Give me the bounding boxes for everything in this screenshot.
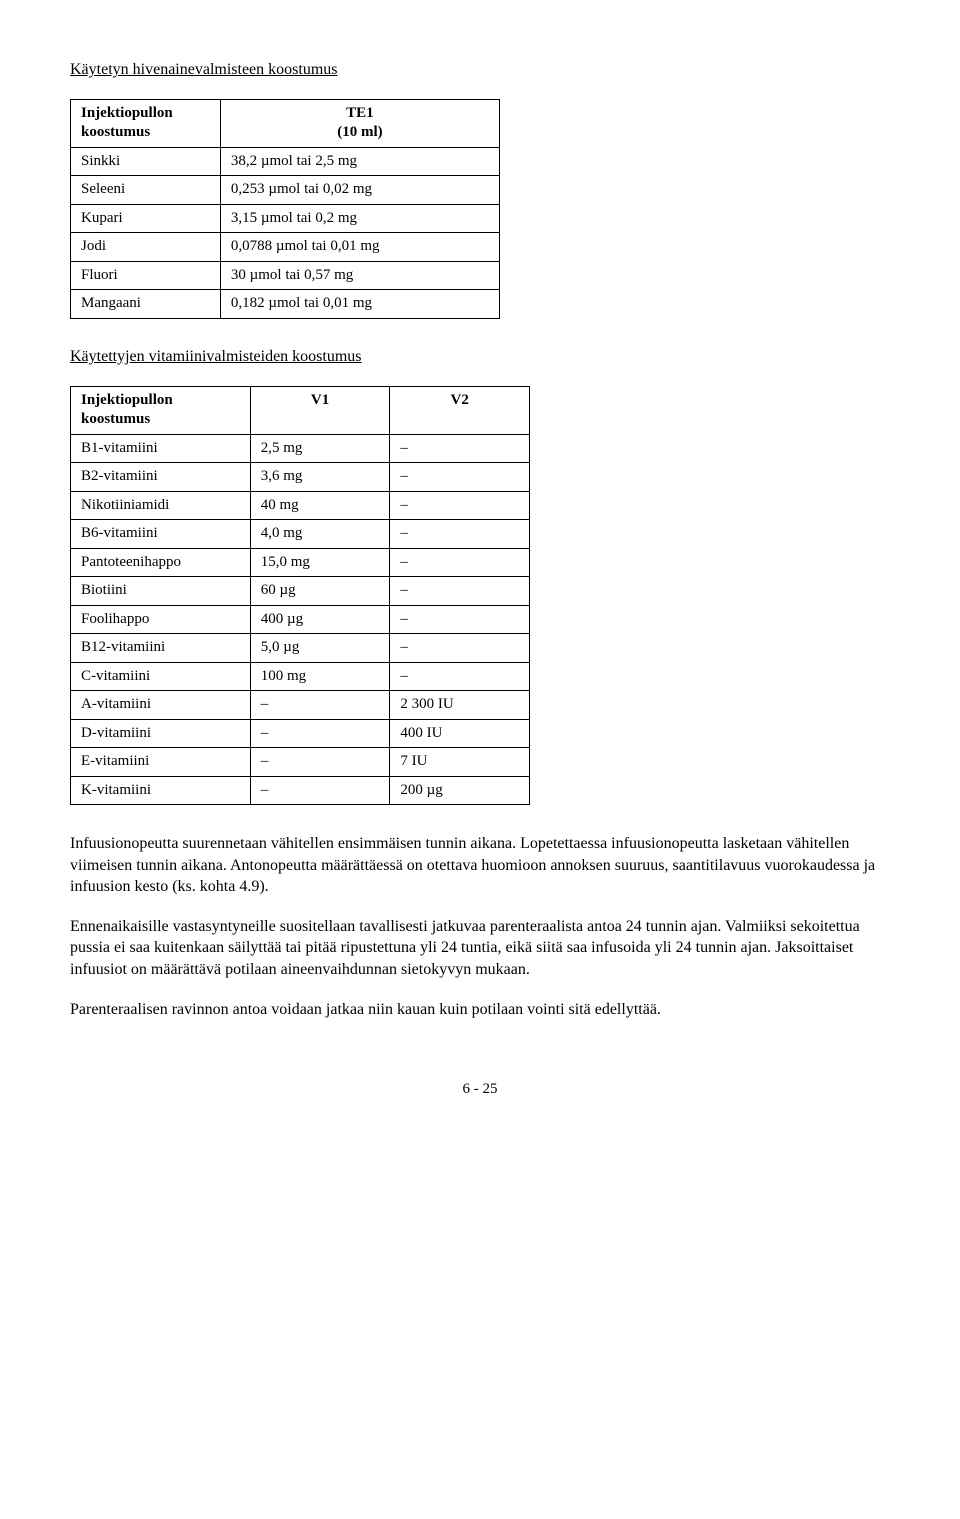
t1-cell-name: Mangaani: [71, 290, 221, 319]
table-row: Pantoteenihappo15,0 mg–: [71, 548, 530, 577]
t2-cell-v1: 40 mg: [250, 491, 390, 520]
t2-cell-v1: 4,0 mg: [250, 520, 390, 549]
t2-h1-l1: Injektiopullon: [81, 392, 173, 408]
t1-cell-name: Kupari: [71, 204, 221, 233]
t2-cell-v1: 100 mg: [250, 662, 390, 691]
t1-header-col1: Injektiopullon koostumus: [71, 99, 221, 147]
t2-cell-name: C-vitamiini: [71, 662, 251, 691]
t2-cell-name: A-vitamiini: [71, 691, 251, 720]
t2-cell-v1: –: [250, 691, 390, 720]
t1-cell-value: 0,0788 µmol tai 0,01 mg: [220, 233, 499, 262]
table-row: C-vitamiini100 mg–: [71, 662, 530, 691]
t2-cell-v1: –: [250, 748, 390, 777]
t2-cell-v2: 400 IU: [390, 719, 530, 748]
t2-cell-v2: –: [390, 463, 530, 492]
t2-cell-v2: –: [390, 577, 530, 606]
t2-cell-v2: –: [390, 605, 530, 634]
t2-cell-name: D-vitamiini: [71, 719, 251, 748]
t1-h1-l1: Injektiopullon: [81, 105, 173, 121]
table-row: Nikotiiniamidi40 mg–: [71, 491, 530, 520]
table-row: B6-vitamiini4,0 mg–: [71, 520, 530, 549]
t2-cell-v2: 200 µg: [390, 776, 530, 805]
table-vitamins: Injektiopullon koostumus V1 V2 B1-vitami…: [70, 386, 530, 806]
table-row: Foolihappo400 µg–: [71, 605, 530, 634]
t2-cell-name: K-vitamiini: [71, 776, 251, 805]
t2-cell-v1: 15,0 mg: [250, 548, 390, 577]
t2-cell-v1: –: [250, 719, 390, 748]
table-row: E-vitamiini–7 IU: [71, 748, 530, 777]
table-trace-elements: Injektiopullon koostumus TE1 (10 ml) Sin…: [70, 99, 500, 319]
t2-cell-v2: –: [390, 520, 530, 549]
paragraph-1: Infuusionopeutta suurennetaan vähitellen…: [70, 833, 890, 898]
section1-title: Käytetyn hivenainevalmisteen koostumus: [70, 60, 890, 81]
t2-cell-v1: 60 µg: [250, 577, 390, 606]
table-row: Kupari3,15 µmol tai 0,2 mg: [71, 204, 500, 233]
t2-header-col2: V1: [250, 386, 390, 434]
t1-header-col2: TE1 (10 ml): [220, 99, 499, 147]
t1-h1-l2: koostumus: [81, 124, 150, 140]
t2-cell-name: B12-vitamiini: [71, 634, 251, 663]
t1-cell-value: 30 µmol tai 0,57 mg: [220, 261, 499, 290]
section2-title: Käytettyjen vitamiinivalmisteiden koostu…: [70, 347, 890, 368]
table-row: Sinkki38,2 µmol tai 2,5 mg: [71, 147, 500, 176]
table-row: D-vitamiini–400 IU: [71, 719, 530, 748]
t2-cell-v2: 2 300 IU: [390, 691, 530, 720]
t2-cell-v2: –: [390, 548, 530, 577]
table-row: Mangaani0,182 µmol tai 0,01 mg: [71, 290, 500, 319]
t2-cell-name: B6-vitamiini: [71, 520, 251, 549]
table-row: A-vitamiini–2 300 IU: [71, 691, 530, 720]
t2-cell-v2: 7 IU: [390, 748, 530, 777]
table-row: B2-vitamiini3,6 mg–: [71, 463, 530, 492]
t2-cell-name: Foolihappo: [71, 605, 251, 634]
t2-cell-v2: –: [390, 634, 530, 663]
table-row: B1-vitamiini2,5 mg–: [71, 434, 530, 463]
t1-cell-value: 38,2 µmol tai 2,5 mg: [220, 147, 499, 176]
t2-cell-name: Pantoteenihappo: [71, 548, 251, 577]
t1-h2-l1: TE1: [346, 105, 374, 121]
t1-cell-name: Fluori: [71, 261, 221, 290]
t2-cell-v1: –: [250, 776, 390, 805]
table-row: Fluori30 µmol tai 0,57 mg: [71, 261, 500, 290]
table-row: Biotiini60 µg–: [71, 577, 530, 606]
t1-cell-name: Seleeni: [71, 176, 221, 205]
t2-cell-name: B1-vitamiini: [71, 434, 251, 463]
t1-cell-name: Jodi: [71, 233, 221, 262]
t2-cell-v1: 3,6 mg: [250, 463, 390, 492]
table-row: B12-vitamiini5,0 µg–: [71, 634, 530, 663]
t2-cell-v1: 400 µg: [250, 605, 390, 634]
page-number: 6 - 25: [70, 1080, 890, 1100]
t2-cell-v2: –: [390, 491, 530, 520]
paragraph-2: Ennenaikaisille vastasyntyneille suosite…: [70, 916, 890, 981]
t2-cell-name: Biotiini: [71, 577, 251, 606]
t2-header-col3: V2: [390, 386, 530, 434]
t1-cell-value: 3,15 µmol tai 0,2 mg: [220, 204, 499, 233]
t1-cell-name: Sinkki: [71, 147, 221, 176]
table-row: Jodi0,0788 µmol tai 0,01 mg: [71, 233, 500, 262]
t2-cell-name: Nikotiiniamidi: [71, 491, 251, 520]
t2-cell-name: E-vitamiini: [71, 748, 251, 777]
t1-cell-value: 0,253 µmol tai 0,02 mg: [220, 176, 499, 205]
t2-cell-v1: 2,5 mg: [250, 434, 390, 463]
t2-cell-v2: –: [390, 662, 530, 691]
table-row: Seleeni0,253 µmol tai 0,02 mg: [71, 176, 500, 205]
t2-header-col1: Injektiopullon koostumus: [71, 386, 251, 434]
t1-cell-value: 0,182 µmol tai 0,01 mg: [220, 290, 499, 319]
t1-h2-l2: (10 ml): [337, 124, 382, 140]
t2-h1-l2: koostumus: [81, 411, 150, 427]
t2-cell-v2: –: [390, 434, 530, 463]
paragraph-3: Parenteraalisen ravinnon antoa voidaan j…: [70, 999, 890, 1021]
table-row: K-vitamiini–200 µg: [71, 776, 530, 805]
t2-cell-name: B2-vitamiini: [71, 463, 251, 492]
t2-cell-v1: 5,0 µg: [250, 634, 390, 663]
